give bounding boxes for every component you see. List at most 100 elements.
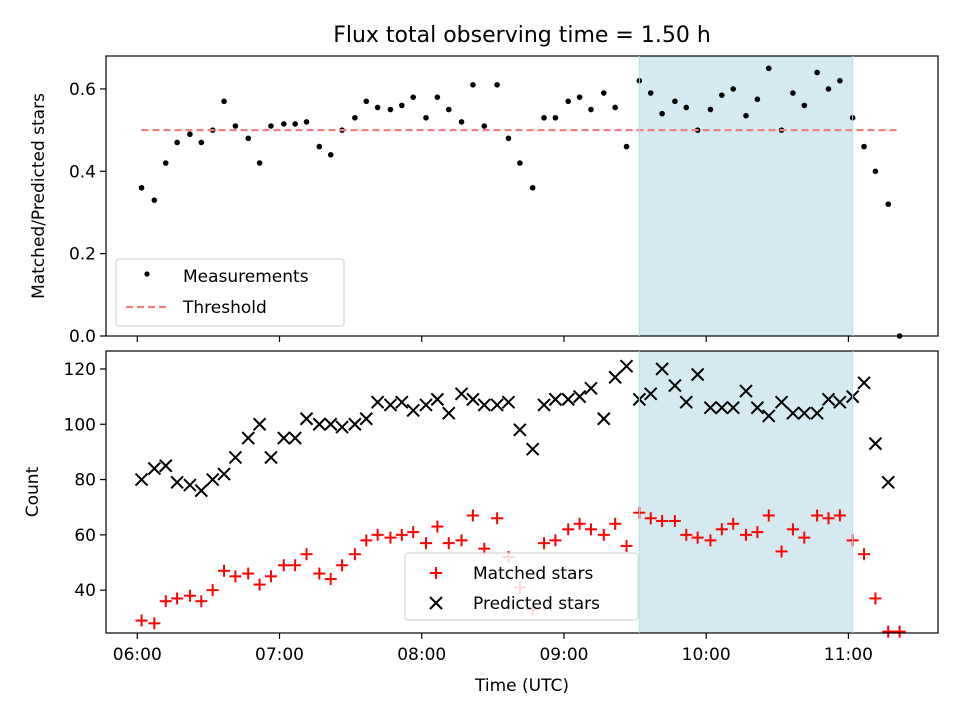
predicted-stars-point xyxy=(370,395,385,409)
measurements-point xyxy=(765,65,772,72)
matched-stars-point xyxy=(584,523,597,536)
measurements-point xyxy=(837,77,843,84)
predicted-stars-point xyxy=(715,400,729,415)
matched-stars-point xyxy=(324,573,337,586)
predicted-stars-point xyxy=(419,398,433,412)
predicted-stars-point xyxy=(454,387,469,401)
predicted-stars-point xyxy=(868,436,883,451)
matched-stars-point xyxy=(348,548,361,561)
predicted-stars-point xyxy=(477,398,492,412)
measurements-point xyxy=(198,139,205,146)
y-tick-label: 100 xyxy=(64,415,96,435)
predicted-stars-point xyxy=(194,483,208,498)
measurements-point xyxy=(672,98,678,105)
measurements-point xyxy=(623,143,630,150)
legend-measurements-label: Measurements xyxy=(183,267,309,287)
measurements-point xyxy=(303,119,310,125)
observing-window-shade-top xyxy=(639,56,853,336)
predicted-stars-point xyxy=(324,417,338,431)
matched-stars-point xyxy=(680,528,693,541)
measurements-point xyxy=(600,90,607,96)
matched-stars-point xyxy=(609,517,622,530)
matched-stars-point xyxy=(313,567,326,580)
measurements-point xyxy=(458,119,465,125)
matched-stars-point xyxy=(218,564,231,577)
matched-stars-point xyxy=(740,528,752,541)
predicted-stars-point xyxy=(655,362,669,376)
predicted-stars-point xyxy=(217,467,231,481)
predicted-stars-point xyxy=(430,392,445,407)
matched-stars-point xyxy=(751,526,764,539)
matched-stars-point xyxy=(360,534,373,547)
matched-stars-point xyxy=(336,559,349,572)
count-axes: 40 60 80 100 120 06:00 07:00 08:00 09:00 10:00 11:… xyxy=(64,350,939,665)
matched-stars-point xyxy=(538,537,551,550)
count-legend: Matched stars Predicted stars xyxy=(404,552,639,621)
matched-stars-point xyxy=(300,548,313,561)
predicted-stars-point xyxy=(241,431,255,445)
matched-stars-point xyxy=(420,537,432,550)
measurements-point xyxy=(565,98,572,105)
measurements-point xyxy=(387,106,394,113)
matched-stars-point xyxy=(395,528,408,541)
predicted-stars-point xyxy=(703,400,718,415)
measurements-point xyxy=(588,106,594,113)
y-tick-label: 120 xyxy=(64,360,96,380)
measurements-point xyxy=(232,123,239,129)
legend-measurements-marker xyxy=(144,271,150,277)
measurements-point xyxy=(245,135,252,142)
measurements-point xyxy=(138,184,145,191)
measurements-point xyxy=(256,160,263,166)
legend-predicted-label: Predicted stars xyxy=(473,594,600,614)
predicted-stars-point xyxy=(299,412,314,426)
measurements-point xyxy=(221,98,227,105)
measurements-point xyxy=(434,94,441,100)
measurements-point xyxy=(517,160,523,166)
matched-stars-point xyxy=(171,592,184,605)
measurements-point xyxy=(327,152,334,158)
matched-stars-point xyxy=(491,512,504,525)
measurements-point xyxy=(683,104,690,111)
figure-title: Flux total observing time = 1.50 h xyxy=(333,23,711,48)
matched-stars-point xyxy=(762,509,775,522)
predicted-stars-point xyxy=(619,359,634,373)
predicted-stars-point xyxy=(466,392,480,407)
measurements-point xyxy=(541,114,547,121)
predicted-stars-point xyxy=(584,381,598,396)
predicted-stars-point xyxy=(395,395,409,409)
predicted-stars-point xyxy=(501,395,516,409)
predicted-stars-point xyxy=(183,478,197,492)
measurements-point xyxy=(576,94,583,100)
predicted-stars-point xyxy=(348,417,362,431)
legend-threshold-label: Threshold xyxy=(182,298,267,318)
y-tick-label: 80 xyxy=(74,471,96,491)
matched-stars-point xyxy=(573,517,586,530)
matched-stars-point xyxy=(264,570,277,583)
y-tick-label: 60 xyxy=(74,526,96,546)
predicted-stars-point xyxy=(668,378,682,393)
x-tick-label: 09:00 xyxy=(539,645,588,665)
predicted-stars-point xyxy=(288,431,302,445)
predicted-stars-point xyxy=(644,387,658,401)
count-legend-box xyxy=(404,552,639,621)
predicted-stars-point xyxy=(548,392,563,407)
measurements-point xyxy=(174,139,180,146)
count-x-axis-label: Time (UTC) xyxy=(474,676,569,696)
predicted-stars-point xyxy=(513,423,527,437)
matched-stars-point xyxy=(833,509,846,522)
predicted-stars-point xyxy=(359,412,373,426)
measurements-point xyxy=(659,110,665,117)
ratio-legend: Measurements Threshold xyxy=(115,258,345,327)
predicted-stars-point xyxy=(442,406,456,420)
matched-stars-point xyxy=(893,625,906,638)
x-tick-label: 06:00 xyxy=(113,645,162,665)
matched-stars-point xyxy=(691,531,704,544)
measurements-point xyxy=(268,123,274,129)
y-tick-label: 40 xyxy=(74,581,96,601)
legend-predicted-marker xyxy=(429,596,443,610)
predicted-stars-point xyxy=(312,417,327,431)
matched-stars-point xyxy=(277,559,290,572)
matched-stars-point xyxy=(858,548,871,561)
measurements-point xyxy=(280,121,287,127)
measurements-point xyxy=(151,197,158,203)
